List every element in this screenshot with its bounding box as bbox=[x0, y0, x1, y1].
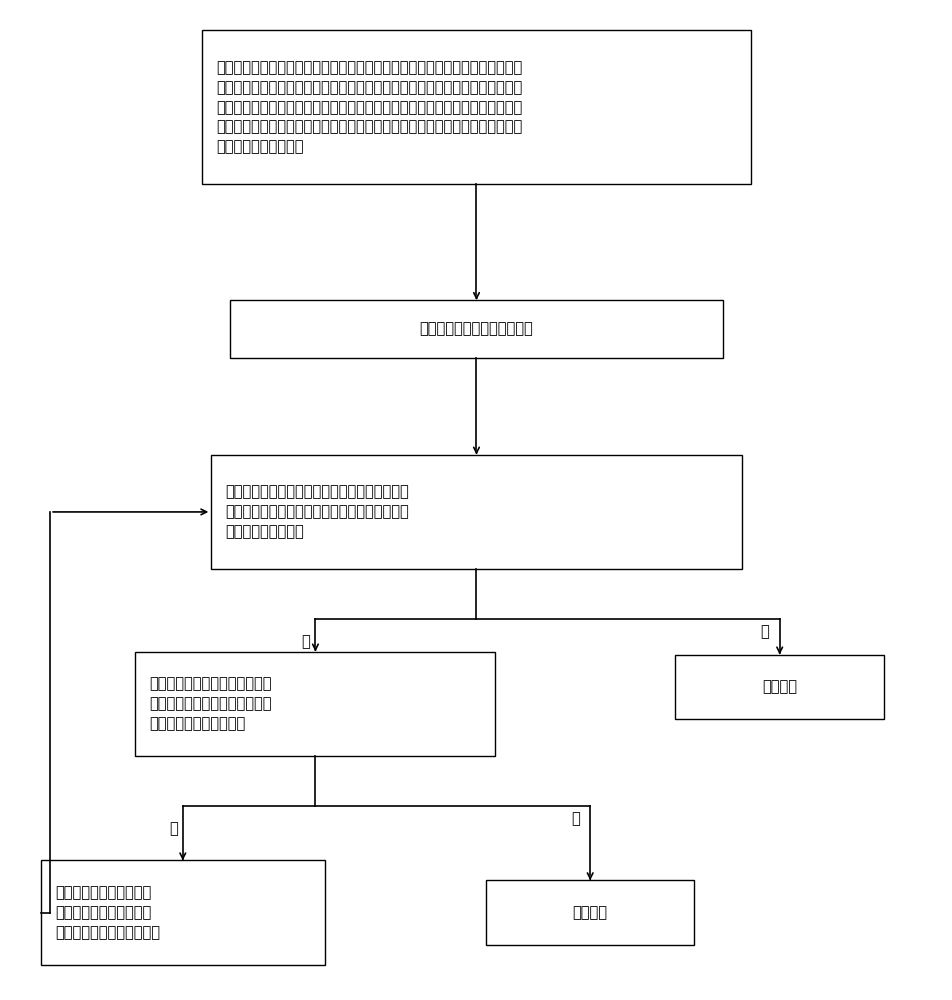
Text: 检测结束: 检测结束 bbox=[572, 905, 607, 920]
Text: 否: 否 bbox=[570, 811, 580, 826]
Text: 是: 是 bbox=[169, 821, 177, 836]
FancyBboxPatch shape bbox=[202, 30, 750, 184]
Text: 获取待检案件的关键字符串；: 获取待检案件的关键字符串； bbox=[419, 321, 533, 336]
Text: 检测所述串并案中是否存在至少
一个不同于所述待检案件的关键
字符串的新的关键字符串: 检测所述串并案中是否存在至少 一个不同于所述待检案件的关键 字符串的新的关键字符… bbox=[149, 677, 272, 731]
Text: 否: 否 bbox=[760, 624, 768, 639]
Text: 将所述串并案作为待检案
件，所述新的关键字符串
作为待检案件的关键字符串: 将所述串并案作为待检案 件，所述新的关键字符串 作为待检案件的关键字符串 bbox=[55, 885, 160, 940]
Text: 检测所述公安机关案件数据库中是否存在与所述
待检案件的关键字符串中的至少一个相匹配的所
述待检案件的串并案: 检测所述公安机关案件数据库中是否存在与所述 待检案件的关键字符串中的至少一个相匹… bbox=[226, 485, 408, 539]
FancyBboxPatch shape bbox=[230, 300, 722, 358]
FancyBboxPatch shape bbox=[135, 652, 495, 756]
Text: 是: 是 bbox=[301, 634, 310, 649]
FancyBboxPatch shape bbox=[675, 655, 883, 719]
FancyBboxPatch shape bbox=[486, 880, 694, 945]
Text: 根据公安机关案件数据库建立案件信息表以及关键字符串信息表，所述案件信息
表与所述关键字符串信息表通过案件编号进行关联；其中，所述案件信息表以所
述案件编号为主键: 根据公安机关案件数据库建立案件信息表以及关键字符串信息表，所述案件信息 表与所述… bbox=[216, 60, 522, 154]
Text: 检测结束: 检测结束 bbox=[762, 679, 796, 694]
FancyBboxPatch shape bbox=[211, 455, 741, 569]
FancyBboxPatch shape bbox=[41, 860, 325, 965]
